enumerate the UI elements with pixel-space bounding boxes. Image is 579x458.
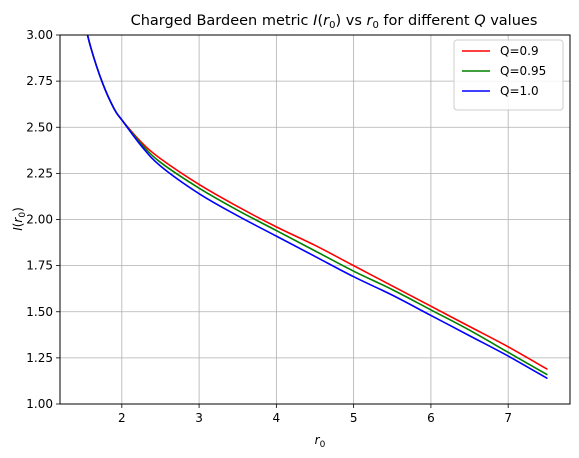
y-tick-label: 2.00 <box>26 213 53 227</box>
series-line-3 <box>86 35 548 379</box>
legend-label: Q=0.9 <box>500 44 539 58</box>
y-axis-label: I(r0) <box>11 207 28 231</box>
y-tick-label: 1.75 <box>26 259 53 273</box>
y-tick-label: 2.25 <box>26 166 53 180</box>
x-tick-label: 4 <box>273 411 281 425</box>
ticks: 2 3 4 5 6 7 1.00 1.25 1.50 1.75 2.00 2.25 2.50 2.75 3.… <box>26 28 512 425</box>
series-layer <box>86 35 548 379</box>
y-tick-label: 2.50 <box>26 120 53 134</box>
x-tick-label: 7 <box>504 411 512 425</box>
y-tick-label: 1.50 <box>26 305 53 319</box>
y-tick-label: 1.00 <box>26 397 53 411</box>
x-tick-label: 3 <box>195 411 203 425</box>
y-tick-label: 3.00 <box>26 28 53 42</box>
x-tick-label: 2 <box>118 411 126 425</box>
y-tick-label: 1.25 <box>26 351 53 365</box>
chart-title: Charged Bardeen metric I(r0) vs r0 for d… <box>131 13 538 31</box>
legend-label: Q=1.0 <box>500 84 539 98</box>
y-tick-label: 2.75 <box>26 74 53 88</box>
x-axis-label: r0 <box>315 433 326 450</box>
legend-label: Q=0.95 <box>500 64 546 78</box>
legend: Q=0.9 Q=0.95 Q=1.0 <box>453 39 564 111</box>
x-tick-label: 6 <box>427 411 435 425</box>
legend-box <box>453 39 564 111</box>
x-tick-label: 5 <box>350 411 358 425</box>
